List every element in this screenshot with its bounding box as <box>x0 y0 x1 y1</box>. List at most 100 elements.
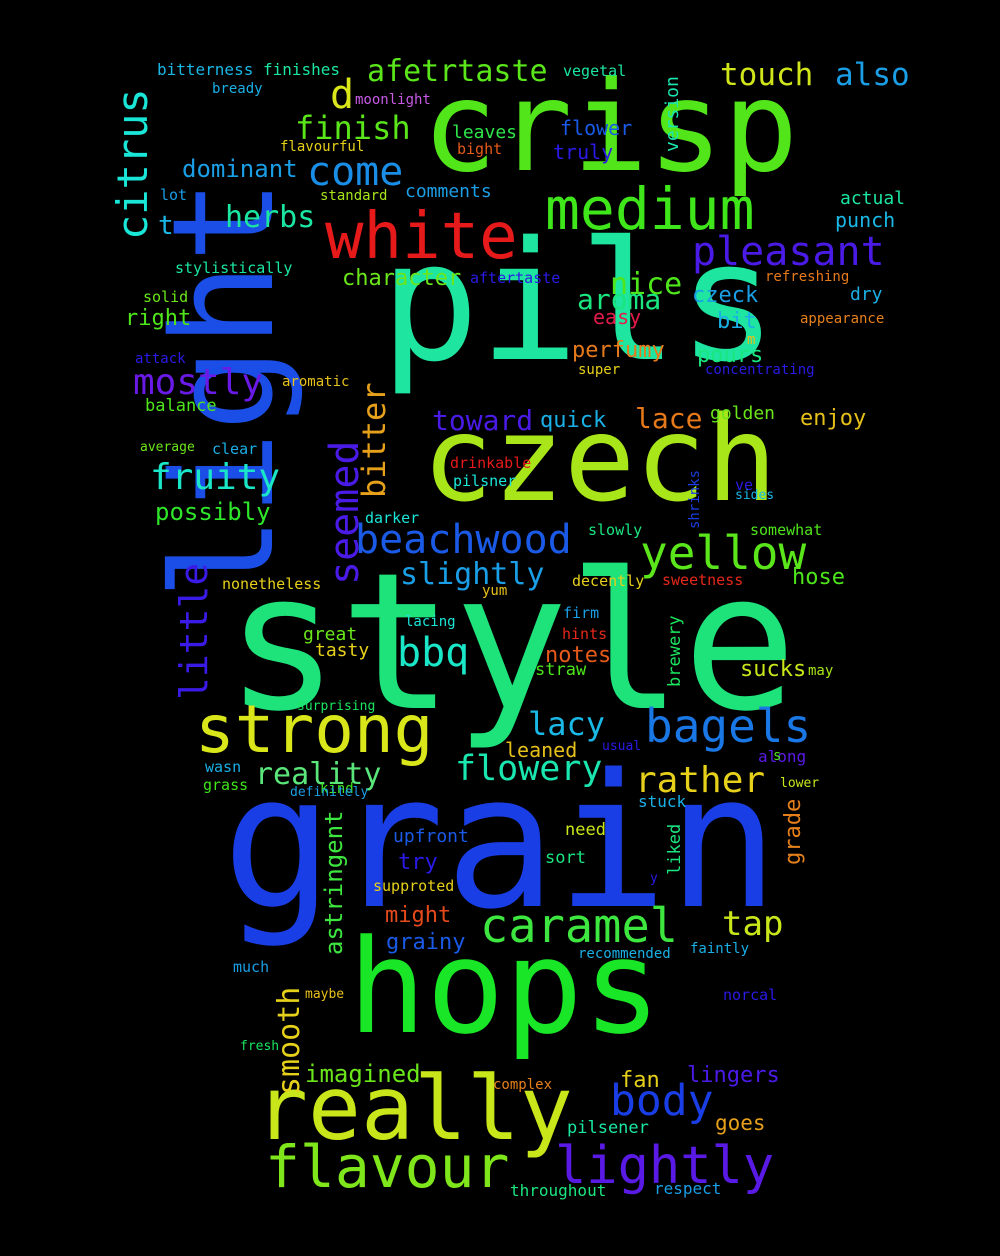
word-pours: pours <box>697 343 764 368</box>
word-flavour: flavour <box>265 1133 510 1201</box>
word-leaves: leaves <box>452 122 518 143</box>
word-citrus: citrus <box>108 88 157 240</box>
word-strong: strong <box>195 691 434 768</box>
word-might: might <box>385 903 452 928</box>
word-refreshing: refreshing <box>765 269 850 285</box>
word-flower: flower <box>560 116 633 140</box>
word-moonlight: moonlight <box>355 92 431 108</box>
word-toward: toward <box>432 404 534 437</box>
word-czech: czech <box>422 390 778 528</box>
word-lot: lot <box>160 186 188 204</box>
word-lower: lower <box>780 776 820 791</box>
word-lightly: lightly <box>555 1136 775 1196</box>
word-wasn: wasn <box>205 758 242 776</box>
word-pleasant: pleasant <box>692 229 885 275</box>
word-punch: punch <box>835 208 896 232</box>
word-yellow: yellow <box>640 526 807 580</box>
word-lace: lace <box>635 402 703 435</box>
word-perfumy: perfumy <box>572 338 665 363</box>
word-hose: hose <box>792 565 845 590</box>
word-along: along <box>758 747 807 766</box>
word-drinkable: drinkable <box>450 454 532 472</box>
word-surprising: surprising <box>297 699 376 714</box>
word-body: body <box>610 1076 714 1126</box>
word-nice: nice <box>610 267 683 302</box>
word-shrinks: shrinks <box>687 469 703 529</box>
word-attack: attack <box>135 351 186 367</box>
word-comments: comments <box>405 181 492 202</box>
word-grade: grade <box>781 798 806 865</box>
word-bitterness: bitterness <box>157 60 254 79</box>
word-aftertaste: aftertaste <box>470 269 561 287</box>
word-stylistically: stylistically <box>175 259 293 277</box>
word-fruity: fruity <box>150 457 281 498</box>
word-yum: yum <box>482 583 508 599</box>
word-aroma: aroma <box>577 283 662 316</box>
word-solid: solid <box>143 288 189 306</box>
word-finishes: finishes <box>263 60 341 79</box>
word-really: really <box>255 1057 573 1160</box>
word-nonetheless: nonetheless <box>222 575 322 593</box>
word-sides: sides <box>735 488 775 503</box>
word-fresh: fresh <box>240 1039 280 1054</box>
word-appearance: appearance <box>800 311 885 327</box>
word-version: version <box>662 76 683 152</box>
word-usual: usual <box>602 739 642 754</box>
word-bitter: bitter <box>355 382 393 498</box>
word-m: m <box>747 332 756 348</box>
word-pilsner: pilsner <box>453 472 517 490</box>
word-hops: hops <box>348 911 662 1063</box>
word-bbq: bbq <box>397 630 470 676</box>
word-sucks: sucks <box>740 657 807 682</box>
word-somewhat: somewhat <box>750 521 823 539</box>
word-clear: clear <box>212 440 258 458</box>
word-notes: notes <box>545 643 612 668</box>
word-astringent: astringent <box>320 810 348 956</box>
word-lacy: lacy <box>528 705 606 743</box>
word-bready: bready <box>212 81 263 97</box>
word-mostly: mostly <box>133 362 264 403</box>
word-vegetal: vegetal <box>563 62 627 80</box>
word-flowery: flowery <box>455 749 603 789</box>
word-ve: ve <box>735 476 754 494</box>
word-liked: liked <box>665 823 685 875</box>
word-dry: dry <box>850 284 883 305</box>
word-kind: kind <box>320 781 354 797</box>
word-leaned: leaned <box>505 738 578 762</box>
word-firm: firm <box>563 604 600 622</box>
word-throughout: throughout <box>510 1181 607 1200</box>
word-afetrtaste: afetrtaste <box>367 54 548 89</box>
word-tap: tap <box>722 904 784 944</box>
word-faintly: faintly <box>690 941 750 957</box>
word-come: come <box>307 149 404 195</box>
word-stuck: stuck <box>638 792 687 811</box>
word-medium: medium <box>545 175 755 243</box>
word-balance: balance <box>145 396 217 416</box>
word-need: need <box>565 820 606 840</box>
word-slowly: slowly <box>588 521 643 539</box>
word-s: s <box>773 748 782 764</box>
word-golden: golden <box>710 403 776 424</box>
word-style: style <box>225 532 797 753</box>
word-great: great <box>303 624 358 645</box>
word-flavourful: flavourful <box>280 139 365 155</box>
word-super: super <box>578 362 621 378</box>
word-norcal: norcal <box>723 986 778 1004</box>
word-pils: pils <box>380 206 778 398</box>
word-upfront: upfront <box>393 826 469 847</box>
word-brewery: brewery <box>665 615 685 687</box>
word-easy: easy <box>593 305 642 329</box>
word-beachwood: beachwood <box>355 517 572 563</box>
word-rather: rather <box>635 760 766 801</box>
word-straw: straw <box>535 660 587 680</box>
word-truly: truly <box>553 140 614 164</box>
word-reality: reality <box>255 757 382 792</box>
word-tasty: tasty <box>315 640 370 661</box>
word-herbs: herbs <box>225 200 316 235</box>
word-y: y <box>650 871 658 886</box>
word-grass: grass <box>203 776 249 794</box>
word-caramel: caramel <box>480 899 679 954</box>
word-pilsener: pilsener <box>567 1118 649 1138</box>
word-touch: touch <box>720 57 814 93</box>
word-smooth: smooth <box>272 986 307 1095</box>
